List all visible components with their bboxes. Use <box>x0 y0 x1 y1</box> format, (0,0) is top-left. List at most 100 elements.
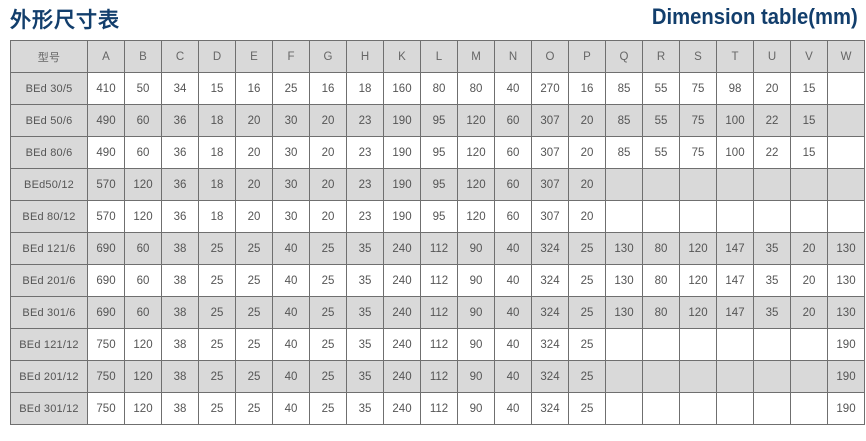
header-cell: K <box>383 40 421 73</box>
value-cell: 25 <box>568 328 606 361</box>
value-cell: 38 <box>161 264 199 297</box>
value-cell: 25 <box>309 328 347 361</box>
value-cell: 80 <box>642 232 680 265</box>
value-cell <box>642 200 680 233</box>
table-row: BEd 80/6 490 60 36 18 20 30 20 23 190 95 120 60 307 20… <box>10 136 865 169</box>
value-cell: 34 <box>161 72 199 105</box>
header-cell: N <box>494 40 532 73</box>
value-cell: 490 <box>87 104 125 137</box>
value-cell: 130 <box>605 264 643 297</box>
value-cell: 240 <box>383 360 421 393</box>
value-cell <box>605 168 643 201</box>
value-cell <box>716 168 754 201</box>
value-cell: 90 <box>457 296 495 329</box>
value-cell <box>827 72 865 105</box>
value-cell: 18 <box>198 200 236 233</box>
value-cell: 307 <box>531 168 569 201</box>
value-cell: 16 <box>568 72 606 105</box>
value-cell <box>790 168 828 201</box>
value-cell: 690 <box>87 232 125 265</box>
header-cell: D <box>198 40 236 73</box>
header-cell: P <box>568 40 606 73</box>
value-cell: 120 <box>679 296 717 329</box>
model-cell: BEd 30/5 <box>10 72 88 105</box>
value-cell: 36 <box>161 136 199 169</box>
value-cell: 324 <box>531 232 569 265</box>
value-cell: 147 <box>716 264 754 297</box>
value-cell <box>679 392 717 425</box>
value-cell: 30 <box>272 168 310 201</box>
value-cell: 20 <box>309 136 347 169</box>
value-cell: 18 <box>346 72 384 105</box>
value-cell <box>790 328 828 361</box>
value-cell: 95 <box>420 168 458 201</box>
value-cell: 40 <box>494 360 532 393</box>
value-cell: 90 <box>457 392 495 425</box>
value-cell <box>679 328 717 361</box>
value-cell: 60 <box>494 104 532 137</box>
value-cell: 324 <box>531 264 569 297</box>
value-cell <box>790 392 828 425</box>
value-cell: 20 <box>235 104 273 137</box>
value-cell: 240 <box>383 296 421 329</box>
value-cell: 25 <box>235 296 273 329</box>
value-cell: 147 <box>716 232 754 265</box>
value-cell: 40 <box>272 360 310 393</box>
table-row: BEd 201/6 690 60 38 25 25 40 25 35 240 112 90 40 324 2… <box>10 264 865 297</box>
table-row: BEd 121/12 750 120 38 25 25 40 25 35 240 112 90 40 32… <box>10 328 865 361</box>
value-cell: 35 <box>346 264 384 297</box>
value-cell: 35 <box>753 264 791 297</box>
value-cell <box>753 392 791 425</box>
value-cell: 570 <box>87 168 125 201</box>
value-cell <box>827 104 865 137</box>
value-cell: 324 <box>531 392 569 425</box>
header-cell: R <box>642 40 680 73</box>
value-cell <box>679 168 717 201</box>
value-cell: 120 <box>124 168 162 201</box>
value-cell: 38 <box>161 296 199 329</box>
value-cell: 112 <box>420 392 458 425</box>
table-row: BEd 30/5 410 50 34 15 16 25 16 18 160 80 80 40 270 16 8… <box>10 72 865 105</box>
value-cell: 25 <box>309 392 347 425</box>
value-cell: 25 <box>198 296 236 329</box>
value-cell: 240 <box>383 232 421 265</box>
value-cell: 60 <box>494 168 532 201</box>
header-row: 型号 A B C D E F G H K L M N O P Q R S T U V W <box>10 40 865 73</box>
value-cell: 40 <box>494 264 532 297</box>
value-cell: 120 <box>124 200 162 233</box>
value-cell: 30 <box>272 200 310 233</box>
value-cell: 80 <box>642 296 680 329</box>
value-cell: 60 <box>494 136 532 169</box>
value-cell: 20 <box>235 168 273 201</box>
value-cell: 38 <box>161 392 199 425</box>
value-cell: 570 <box>87 200 125 233</box>
value-cell: 112 <box>420 232 458 265</box>
value-cell: 100 <box>716 136 754 169</box>
value-cell <box>642 360 680 393</box>
value-cell: 25 <box>198 392 236 425</box>
value-cell: 38 <box>161 232 199 265</box>
value-cell: 120 <box>457 168 495 201</box>
value-cell: 25 <box>568 392 606 425</box>
value-cell <box>753 200 791 233</box>
value-cell: 15 <box>790 104 828 137</box>
value-cell: 20 <box>309 104 347 137</box>
model-cell: BEd 80/12 <box>10 200 88 233</box>
value-cell: 23 <box>346 200 384 233</box>
value-cell: 690 <box>87 264 125 297</box>
value-cell: 307 <box>531 136 569 169</box>
value-cell: 750 <box>87 392 125 425</box>
value-cell: 112 <box>420 264 458 297</box>
value-cell: 120 <box>124 328 162 361</box>
value-cell: 324 <box>531 296 569 329</box>
value-cell: 324 <box>531 360 569 393</box>
value-cell: 190 <box>383 200 421 233</box>
value-cell: 35 <box>753 296 791 329</box>
value-cell: 307 <box>531 104 569 137</box>
value-cell: 75 <box>679 104 717 137</box>
value-cell <box>753 360 791 393</box>
value-cell: 190 <box>383 136 421 169</box>
page-title-english: Dimension table(mm) <box>652 4 858 29</box>
value-cell: 40 <box>272 232 310 265</box>
value-cell <box>605 328 643 361</box>
